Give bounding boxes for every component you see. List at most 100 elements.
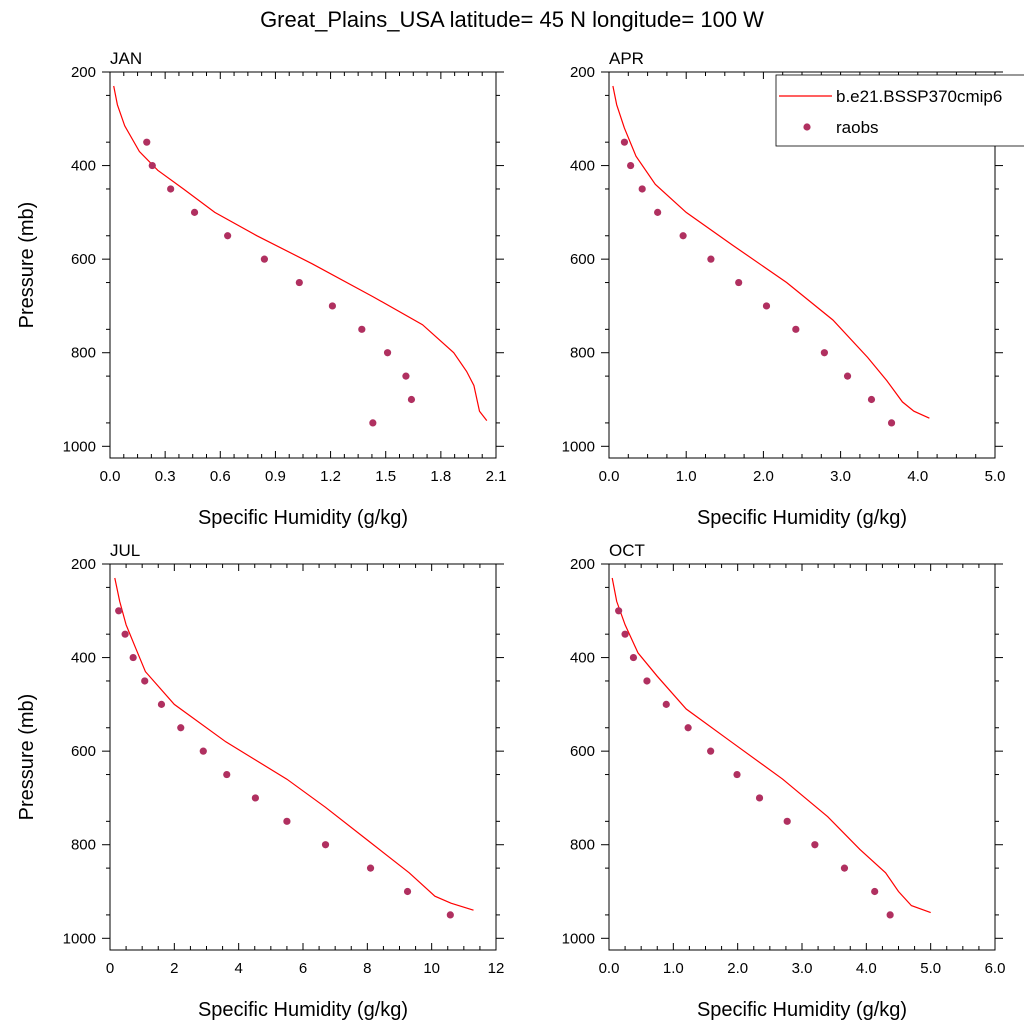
x-tick-label: 4.0 bbox=[907, 468, 928, 485]
figure-title: Great_Plains_USA latitude= 45 N longitud… bbox=[260, 7, 764, 32]
panel-label: JAN bbox=[110, 49, 142, 68]
x-tick-label: 1.5 bbox=[375, 468, 396, 485]
obs-marker bbox=[358, 325, 366, 333]
obs-marker bbox=[755, 794, 764, 802]
obs-marker bbox=[167, 185, 175, 193]
obs-marker bbox=[141, 677, 149, 685]
model-line bbox=[113, 85, 488, 421]
y-tick-label: 800 bbox=[570, 837, 595, 854]
panel-jul: JUL 0 2 4 6 8 10 12 200 400 600 800 1000 Specific Hum… bbox=[16, 541, 504, 1021]
panel-label: APR bbox=[609, 49, 644, 68]
y-tick-label: 200 bbox=[570, 64, 595, 81]
y-tick-label: 200 bbox=[570, 556, 595, 573]
x-tick-label: 8 bbox=[363, 960, 371, 977]
y-tick-label: 200 bbox=[71, 64, 96, 81]
x-tick-label: 4.0 bbox=[856, 960, 877, 977]
obs-marker bbox=[762, 302, 771, 310]
obs-marker bbox=[684, 724, 692, 732]
obs-marker bbox=[295, 278, 303, 287]
obs-marker bbox=[177, 724, 185, 732]
y-tick-label: 600 bbox=[570, 743, 595, 760]
x-tick-label: 0.0 bbox=[100, 468, 121, 485]
obs-marker bbox=[366, 864, 375, 872]
y-tick-label: 800 bbox=[71, 345, 96, 362]
legend-box bbox=[775, 74, 1024, 147]
plot-frame bbox=[608, 563, 996, 951]
y-tick-label: 1000 bbox=[562, 930, 595, 947]
x-tick-label: 6 bbox=[299, 960, 307, 977]
obs-marker bbox=[783, 817, 791, 825]
obs-marker bbox=[887, 419, 896, 427]
obs-marker bbox=[407, 395, 416, 404]
x-tick-label: 5.0 bbox=[985, 468, 1006, 485]
obs-marker bbox=[403, 887, 412, 896]
y-axis-label: Pressure (mb) bbox=[16, 202, 38, 329]
panel-label: JUL bbox=[110, 541, 140, 560]
obs-marker bbox=[638, 185, 646, 193]
obs-marker bbox=[148, 161, 156, 170]
obs-marker bbox=[886, 911, 894, 919]
obs-marker bbox=[840, 864, 849, 872]
y-tick-label: 800 bbox=[570, 345, 595, 362]
obs-marker bbox=[629, 653, 638, 662]
obs-marker bbox=[662, 700, 670, 708]
obs-marker bbox=[707, 747, 715, 755]
x-tick-label: 1.8 bbox=[430, 468, 451, 485]
obs-marker bbox=[283, 817, 291, 825]
obs-marker bbox=[321, 841, 330, 849]
y-axis-label: Pressure (mb) bbox=[16, 694, 38, 821]
x-axis-label: Specific Humidity (g/kg) bbox=[198, 999, 408, 1021]
obs-marker bbox=[820, 349, 828, 357]
obs-marker bbox=[224, 232, 232, 240]
panel-oct: OCT 0.0 1.0 2.0 3.0 4.0 5.0 6.0 200 400 600 800 1000… bbox=[562, 541, 1006, 1021]
y-tick-label: 400 bbox=[570, 158, 595, 175]
panel-apr: APR 0.0 1.0 2.0 3.0 4.0 5.0 200 400 600 800 1000 Spe… bbox=[562, 49, 1024, 529]
x-axis-label: Specific Humidity (g/kg) bbox=[697, 507, 907, 529]
y-tick-label: 200 bbox=[71, 556, 96, 573]
panel-jan: JAN 0.0 0.3 0.6 0.9 1.2 1.5 1.8 2.1 200 400 600 800 1… bbox=[16, 49, 506, 529]
obs-marker bbox=[811, 841, 819, 849]
obs-marker bbox=[383, 349, 392, 357]
obs-marker bbox=[121, 630, 129, 638]
y-tick-label: 600 bbox=[570, 251, 595, 268]
x-tick-label: 5.0 bbox=[920, 960, 941, 977]
obs-marker bbox=[643, 677, 651, 685]
x-tick-label: 2 bbox=[170, 960, 178, 977]
y-tick-label: 600 bbox=[71, 743, 96, 760]
x-tick-label: 2.0 bbox=[753, 468, 774, 485]
x-tick-label: 3.0 bbox=[792, 960, 813, 977]
x-tick-label: 2.1 bbox=[486, 468, 507, 485]
obs-marker bbox=[679, 232, 687, 240]
model-line bbox=[611, 577, 931, 914]
obs-marker bbox=[627, 161, 635, 170]
x-tick-label: 1.2 bbox=[320, 468, 341, 485]
obs-marker bbox=[402, 372, 410, 380]
x-tick-label: 1.0 bbox=[676, 468, 697, 485]
y-tick-label: 600 bbox=[71, 251, 96, 268]
obs-marker bbox=[199, 747, 207, 755]
y-tick-label: 1000 bbox=[562, 438, 595, 455]
obs-marker bbox=[843, 372, 852, 380]
x-axis-label: Specific Humidity (g/kg) bbox=[198, 507, 408, 529]
legend: b.e21.BSSP370cmip6 raobs bbox=[775, 74, 1024, 147]
x-tick-label: 0.9 bbox=[265, 468, 286, 485]
obs-marker bbox=[129, 653, 137, 662]
y-tick-label: 1000 bbox=[63, 930, 96, 947]
plot-frame bbox=[109, 71, 497, 459]
panels: JAN 0.0 0.3 0.6 0.9 1.2 1.5 1.8 2.1 200 400 600 800 1… bbox=[16, 49, 1024, 1021]
y-tick-label: 400 bbox=[570, 650, 595, 667]
obs-marker bbox=[620, 138, 629, 146]
obs-marker bbox=[223, 770, 231, 779]
x-tick-label: 12 bbox=[488, 960, 505, 977]
obs-marker bbox=[867, 395, 876, 404]
obs-marker bbox=[446, 911, 454, 919]
y-tick-label: 800 bbox=[71, 837, 96, 854]
y-tick-label: 1000 bbox=[63, 438, 96, 455]
x-tick-label: 3.0 bbox=[830, 468, 851, 485]
x-tick-label: 0.0 bbox=[599, 960, 620, 977]
x-tick-label: 0 bbox=[106, 960, 114, 977]
obs-marker bbox=[615, 607, 623, 615]
x-tick-label: 0.6 bbox=[210, 468, 231, 485]
obs-marker bbox=[621, 630, 629, 638]
